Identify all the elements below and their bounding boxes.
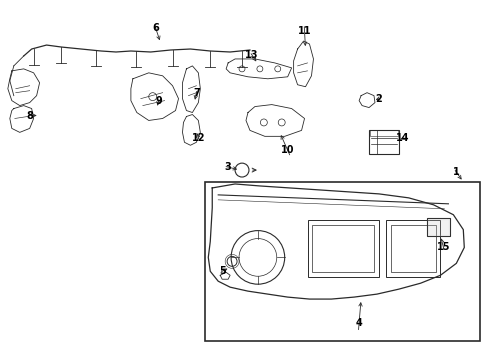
- Text: 12: 12: [191, 133, 204, 143]
- Polygon shape: [427, 219, 448, 235]
- Bar: [390, 225, 435, 272]
- Text: 14: 14: [395, 133, 408, 143]
- Text: 7: 7: [193, 88, 199, 98]
- Text: 9: 9: [155, 96, 162, 105]
- Text: 3: 3: [224, 162, 231, 172]
- Text: 1: 1: [452, 167, 459, 177]
- Bar: [312, 225, 373, 272]
- Bar: [368, 130, 398, 154]
- Text: 15: 15: [436, 243, 449, 252]
- Bar: [426, 218, 449, 235]
- Bar: [205, 182, 479, 341]
- Text: 10: 10: [280, 145, 294, 155]
- Bar: [385, 220, 440, 277]
- Text: 8: 8: [26, 111, 33, 121]
- Bar: [307, 220, 378, 277]
- Text: 4: 4: [355, 318, 362, 328]
- Text: 2: 2: [375, 94, 382, 104]
- Text: 11: 11: [297, 26, 311, 36]
- Bar: [369, 130, 397, 136]
- Text: 5: 5: [218, 266, 225, 276]
- Text: 13: 13: [244, 50, 258, 60]
- Text: 6: 6: [152, 23, 159, 33]
